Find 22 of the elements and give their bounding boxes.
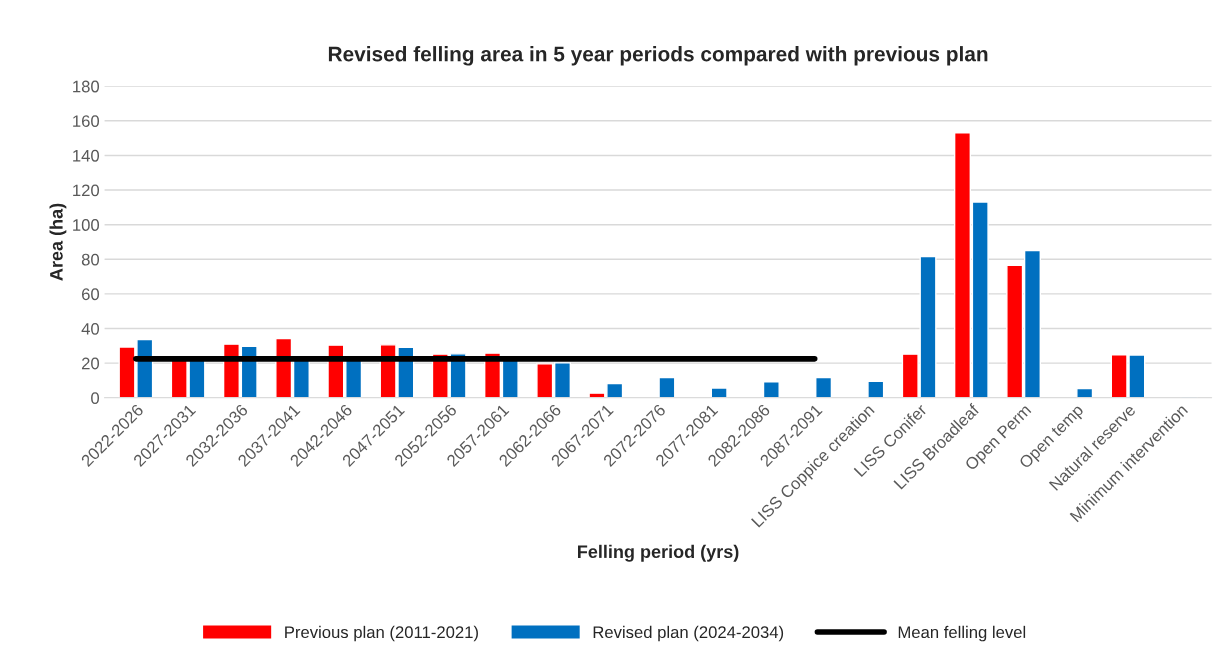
chart-title: Revised felling area in 5 year periods compared with previous plan bbox=[328, 46, 988, 66]
y-tick-label: 20 bbox=[81, 357, 100, 370]
y-tick-label: 140 bbox=[73, 149, 100, 162]
bar bbox=[762, 381, 780, 398]
y-tick-label: 160 bbox=[73, 115, 100, 128]
legend-label: Previous plan (2011-2021) bbox=[285, 625, 478, 642]
y-tick-label: 60 bbox=[82, 288, 100, 301]
bar bbox=[710, 387, 728, 398]
y-tick-label: 40 bbox=[81, 322, 100, 335]
y-axis-title: Area (ha) bbox=[49, 203, 67, 281]
x-axis-title: Felling period (yrs) bbox=[578, 544, 739, 562]
legend-label: Revised plan (2024-2034) bbox=[593, 625, 784, 642]
y-tick-label: 0 bbox=[91, 392, 100, 404]
bar bbox=[815, 376, 833, 398]
y-tick-label: 120 bbox=[73, 184, 100, 197]
bar bbox=[867, 380, 885, 398]
y-tick-label: 100 bbox=[73, 219, 100, 231]
bar bbox=[1076, 387, 1094, 398]
y-tick-label: 80 bbox=[81, 253, 100, 266]
bar bbox=[658, 376, 676, 398]
y-tick-label: 180 bbox=[73, 80, 100, 93]
legend-label: Mean felling level bbox=[898, 625, 1026, 642]
